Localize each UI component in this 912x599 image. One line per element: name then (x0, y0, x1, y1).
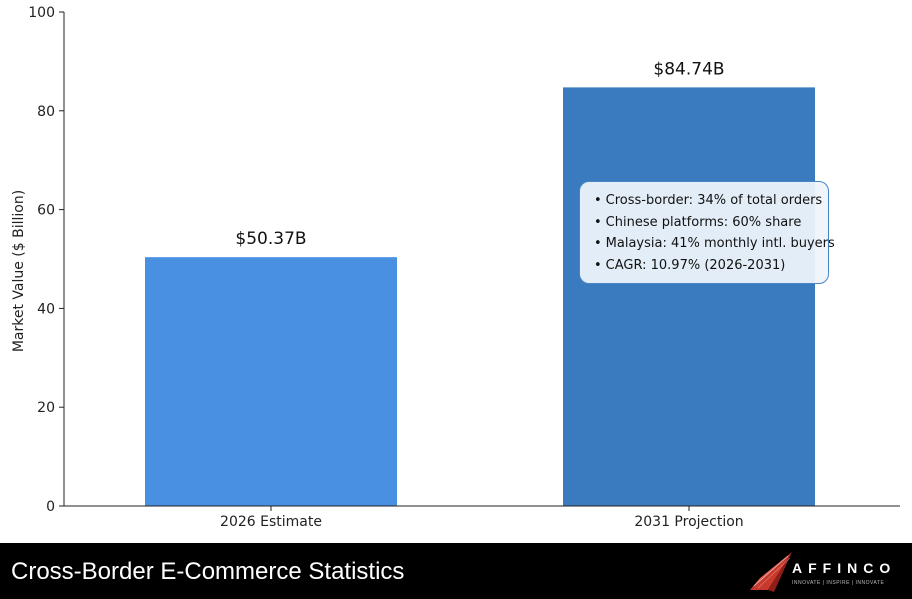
annotation-text: CAGR: 10.97% (2026-2031) (605, 257, 786, 273)
x-tick-label: 2026 Estimate (220, 514, 322, 530)
bullet: • (594, 214, 602, 230)
bar-chart: $50.37B 2026 Estimate $84.74B 2031 Projecti… (11, 5, 900, 530)
bar-value-label: $84.74B (653, 59, 724, 79)
logo-wordmark: AFFINCO (792, 560, 897, 576)
annotation-text: Malaysia: 41% monthly intl. buyers (605, 236, 835, 251)
affinco-logo: AFFINCO INNOVATE | INSPIRE | INNOVATE (748, 548, 908, 594)
annotation-line: • CAGR: 10.97% (2026-2031) (594, 255, 818, 277)
paper-plane-icon (750, 552, 792, 592)
bullet: • (594, 257, 602, 273)
annotation-text: Chinese platforms: 60% share (605, 214, 802, 230)
chart-area: $50.37B 2026 Estimate $84.74B 2031 Projecti… (11, 5, 900, 530)
y-tick-label: 40 (37, 301, 55, 317)
bar (563, 87, 815, 506)
logo-tagline: INNOVATE | INSPIRE | INNOVATE (792, 580, 885, 586)
footer-title: Cross-Border E-Commerce Statistics (11, 558, 405, 585)
y-tick-label: 80 (37, 104, 55, 120)
annotation-line: • Malaysia: 41% monthly intl. buyers (594, 233, 835, 255)
y-tick-label: 20 (37, 400, 55, 416)
annotation-text: Cross-border: 34% of total orders (605, 193, 823, 208)
x-tick-label: 2031 Projection (634, 514, 743, 530)
annotation-box: • Cross-border: 34% of total orders • Chin… (579, 181, 835, 284)
footer-banner: Cross-Border E-Commerce Statistics AFFIN… (0, 543, 912, 599)
bullet: • (594, 236, 602, 251)
bullet: • (594, 193, 602, 208)
y-tick-label: 100 (28, 5, 55, 21)
y-tick-label: 60 (37, 203, 55, 219)
y-axis-title: Market Value ($ Billion) (11, 190, 27, 352)
y-tick-label: 0 (46, 499, 55, 515)
annotation-line: • Chinese platforms: 60% share (594, 212, 818, 234)
bar (145, 257, 397, 506)
annotation-line: • Cross-border: 34% of total orders (594, 190, 822, 212)
bar-value-label: $50.37B (235, 229, 306, 249)
